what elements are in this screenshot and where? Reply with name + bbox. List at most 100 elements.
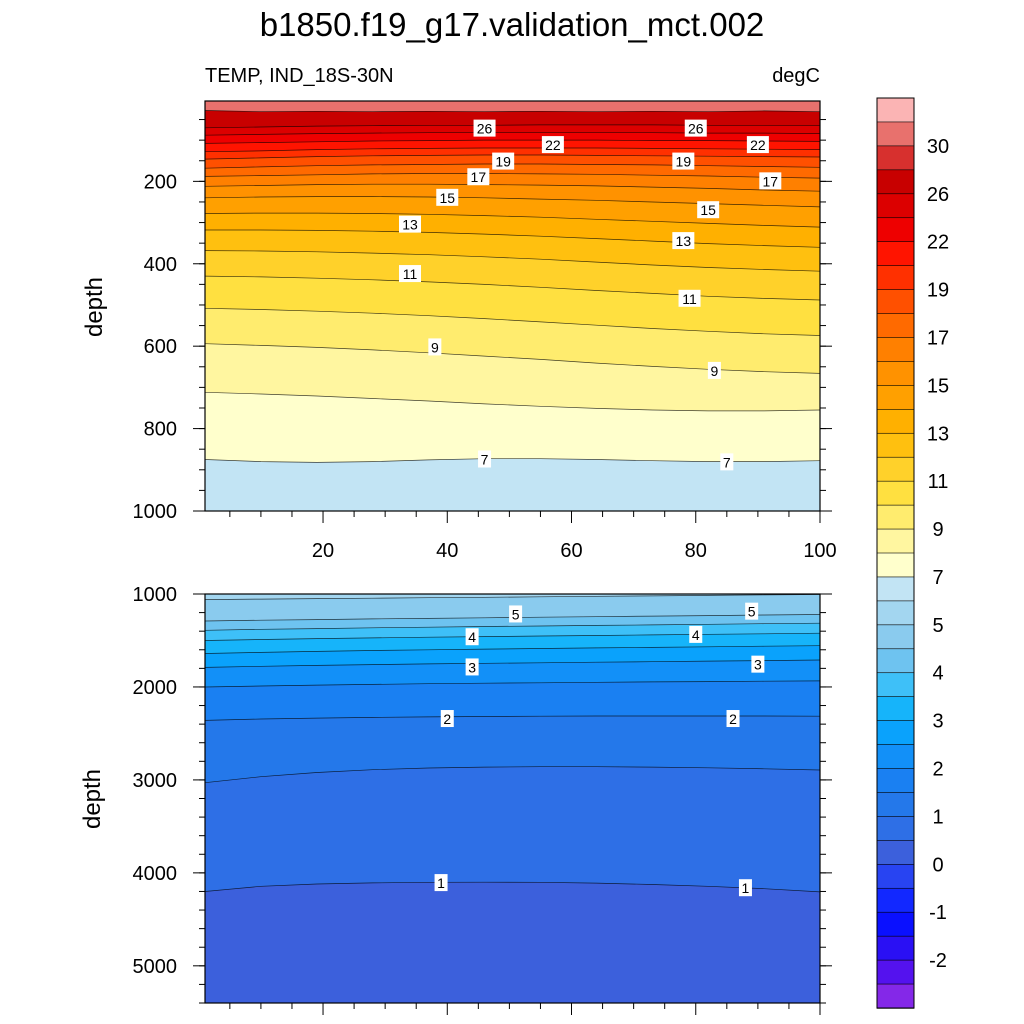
colorbar-box (876, 600, 915, 626)
colorbar-label: 11 (928, 471, 949, 493)
contour-label: 19 (495, 154, 511, 170)
contour-label: 22 (545, 137, 561, 153)
band-fill (205, 882, 820, 1003)
colorbar-label: -2 (929, 950, 947, 972)
contour-label: 7 (723, 454, 731, 470)
left-subtitle: TEMP, IND_18S-30N (205, 65, 394, 87)
y-tick-label: 800 (144, 419, 177, 441)
colorbar-label: 0 (932, 854, 943, 876)
contour-label-box (672, 152, 695, 170)
contour-label-box (678, 289, 701, 307)
contour-label-box (726, 710, 740, 728)
contour-label-box (478, 450, 492, 468)
colorbar-box (876, 864, 915, 889)
isoline (205, 307, 820, 336)
isoline (205, 881, 820, 893)
isoline (205, 250, 820, 272)
contour-label-box (440, 710, 454, 728)
contour-label-box (689, 625, 703, 643)
contour-label-box (509, 605, 523, 623)
colorbar-label: 19 (927, 280, 949, 302)
isoline (205, 275, 820, 301)
contour-label: 1 (437, 875, 445, 891)
colorbar-box (876, 552, 915, 578)
contour-label: 5 (512, 606, 520, 622)
colorbar-box (876, 97, 915, 123)
contour-label-box (428, 338, 442, 356)
axis-ticks (193, 593, 832, 1015)
isoline (205, 110, 820, 113)
contour-label-box (541, 136, 564, 154)
isoline (205, 458, 820, 463)
isoline (205, 632, 820, 641)
colorbar-box (876, 169, 915, 195)
contour-label-box (399, 265, 421, 283)
contour-label: 13 (676, 233, 692, 249)
y-tick-label: 600 (144, 336, 177, 358)
colorbar-box (876, 744, 915, 770)
colorbar-box (876, 480, 915, 506)
chart-title: b1850.f19_g17.validation_mct.002 (260, 6, 765, 43)
contour-label: 15 (700, 202, 716, 218)
contour-label-box (759, 172, 782, 190)
colorbar-box (876, 289, 915, 315)
colorbar-box (876, 121, 915, 147)
contour-label: 9 (431, 339, 439, 355)
contour-label: 26 (688, 121, 704, 137)
colorbar-box (876, 313, 915, 339)
contour-label-box (473, 119, 496, 137)
x-tick-label: 60 (560, 540, 582, 562)
colorbar-label: 30 (927, 136, 949, 158)
contour-label-box (751, 655, 765, 673)
colorbar-box (876, 385, 915, 411)
colorbar-box (876, 840, 915, 866)
contour-label-box (465, 658, 479, 676)
colorbar: 30 26 22 19 17 15 13 11 9 7 5 4 3 2 1 0 -1 -2 (876, 97, 949, 1009)
contour-label-box (465, 628, 479, 646)
isoline (205, 183, 820, 192)
contour-label: 17 (471, 169, 487, 185)
contour-label-box (745, 602, 759, 620)
isoline (205, 212, 820, 228)
x-tick-label: 80 (685, 540, 707, 562)
y-tick-label: 4000 (133, 863, 178, 885)
isoline (205, 680, 820, 688)
y-tick-label: 1000 (133, 501, 178, 523)
y-tick-label: 400 (144, 254, 177, 276)
x-tick-label: 100 (803, 540, 836, 562)
colorbar-box (876, 648, 915, 674)
colorbar-box (876, 217, 915, 243)
contour-label-box (436, 188, 459, 206)
colorbar-label: 7 (932, 567, 943, 589)
plot-frame (204, 100, 821, 512)
isoline (205, 391, 820, 412)
colorbar-box (876, 768, 915, 794)
colorbar-label: 13 (927, 423, 949, 445)
colorbar-box (876, 935, 915, 961)
contour-label-box (707, 361, 721, 379)
contour-label-box (720, 453, 734, 471)
colorbar-box (876, 337, 915, 363)
contour-label: 3 (468, 659, 476, 675)
isoline (205, 659, 820, 668)
isoline (205, 622, 820, 631)
contour-label: 2 (443, 711, 451, 727)
colorbar-box (876, 624, 915, 650)
contour-label: 11 (403, 266, 418, 282)
contour-label: 4 (468, 629, 476, 645)
colorbar-label: 15 (927, 375, 949, 397)
colorbar-label: 26 (927, 184, 949, 206)
contour-label-box (399, 215, 421, 233)
colorbar-label: 17 (927, 328, 949, 350)
contour-label: 13 (402, 217, 418, 233)
colorbar-box (876, 193, 915, 219)
colorbar-box (876, 241, 915, 267)
colorbar-box (876, 959, 915, 985)
contour-label: 4 (692, 627, 700, 643)
plot-area: 26 26 22 22 19 19 17 17 15 15 13 13 11 11 9 9 7 7 (205, 101, 820, 511)
colorbar-label: 22 (927, 232, 949, 254)
colorbar-label: 4 (932, 663, 943, 685)
colorbar-box (876, 145, 915, 171)
isoline (205, 645, 820, 654)
